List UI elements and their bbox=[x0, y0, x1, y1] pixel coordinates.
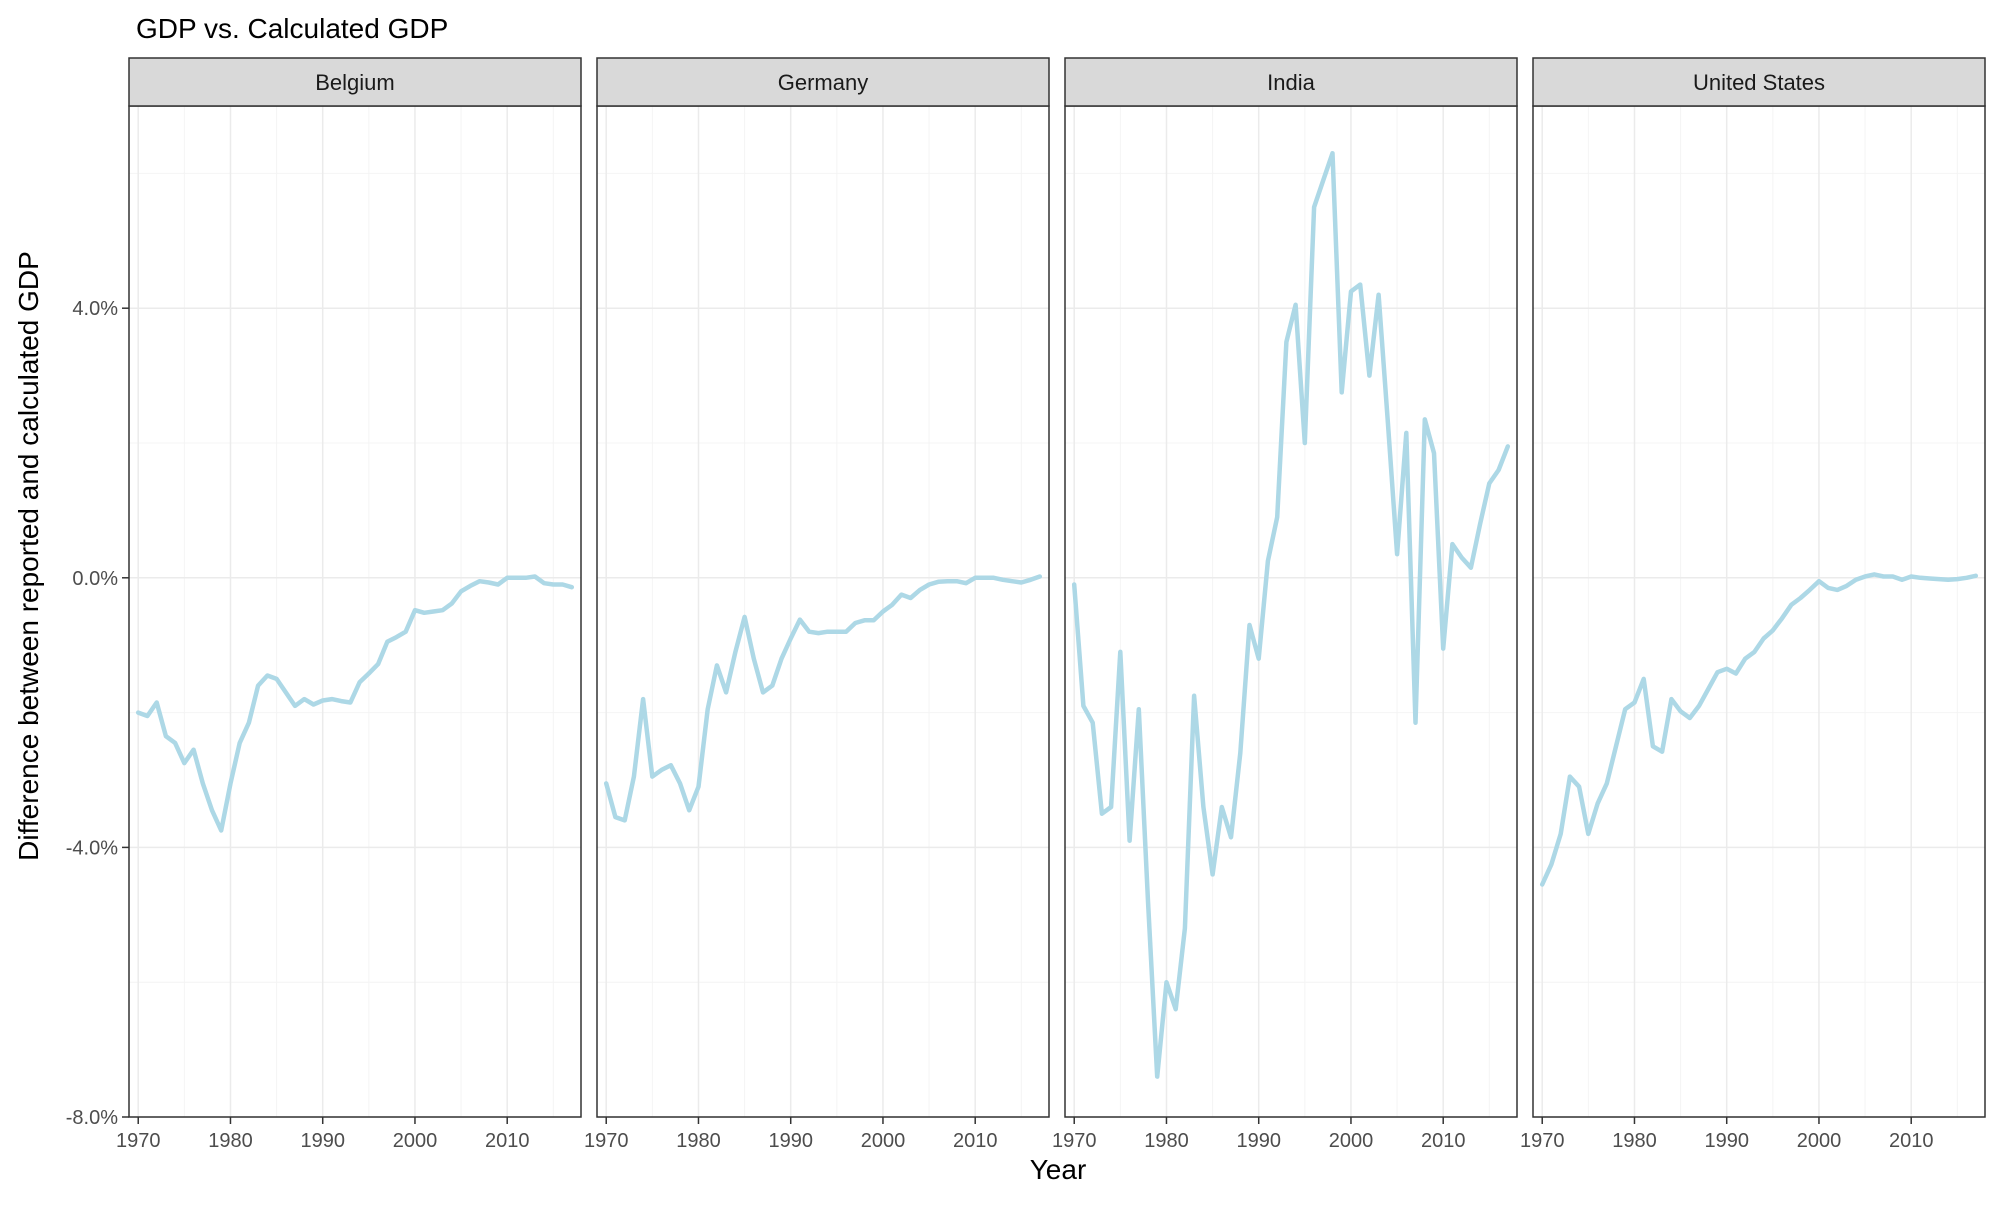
series-line-united-states bbox=[1539, 572, 1979, 887]
chart-title: GDP vs. Calculated GDP bbox=[136, 13, 448, 44]
facet-strip bbox=[596, 57, 1050, 107]
y-tick-label: 0.0% bbox=[72, 568, 118, 590]
y-tick-label: -4.0% bbox=[66, 837, 118, 859]
x-tick-label: 1990 bbox=[1236, 1130, 1281, 1152]
facet-strip-label: Belgium bbox=[315, 70, 394, 95]
facet-panel-india: India 1970 1980 1990 2000 2010 bbox=[1052, 57, 1518, 1152]
facet-strip-label: Germany bbox=[778, 70, 868, 95]
facet-panel-germany: Germany 1970 1980 1990 2000 2010 bbox=[584, 57, 1050, 1152]
x-tick-label: 2010 bbox=[1889, 1130, 1934, 1152]
series-line-germany bbox=[603, 574, 1043, 823]
facet-strip bbox=[128, 57, 582, 107]
facet-strip bbox=[1064, 57, 1518, 107]
y-axis-title: Difference between reported and calculat… bbox=[13, 251, 44, 861]
facet-strip-label: India bbox=[1267, 70, 1315, 95]
y-tick-label: -8.0% bbox=[66, 1107, 118, 1129]
x-tick-label: 1970 bbox=[1520, 1130, 1565, 1152]
x-tick-label: 1990 bbox=[300, 1130, 345, 1152]
series-line-belgium bbox=[135, 574, 575, 833]
x-tick-label: 1970 bbox=[116, 1130, 161, 1152]
x-tick-label: 1980 bbox=[676, 1130, 721, 1152]
series-line-india bbox=[1071, 150, 1511, 1079]
facet-strip-label: United States bbox=[1693, 70, 1825, 95]
panel-border bbox=[1064, 105, 1518, 1118]
x-tick-label: 2000 bbox=[861, 1130, 906, 1152]
panel-border bbox=[596, 105, 1050, 1118]
facet-panels: Belgium 1970 1980 1990 2000 2010 -8.0% -4.0% 0.0… bbox=[66, 57, 1986, 1152]
x-tick-label: 2010 bbox=[485, 1130, 530, 1152]
x-tick-label: 1980 bbox=[1144, 1130, 1189, 1152]
x-tick-label: 1980 bbox=[1612, 1130, 1657, 1152]
facet-panel-united-states: United States 1970 1980 1990 2000 2010 bbox=[1520, 57, 1986, 1152]
x-tick-label: 1970 bbox=[584, 1130, 629, 1152]
x-tick-label: 1990 bbox=[768, 1130, 813, 1152]
panel-border bbox=[128, 105, 582, 1118]
panel-border bbox=[1532, 105, 1986, 1118]
facet-panel-belgium: Belgium 1970 1980 1990 2000 2010 -8.0% -4.0% 0.0… bbox=[66, 57, 582, 1152]
x-axis-title: Year bbox=[1030, 1154, 1087, 1185]
y-tick-label: 4.0% bbox=[72, 298, 118, 320]
x-tick-label: 2000 bbox=[1797, 1130, 1842, 1152]
x-tick-label: 2000 bbox=[393, 1130, 438, 1152]
x-tick-label: 2010 bbox=[1421, 1130, 1466, 1152]
x-tick-label: 2000 bbox=[1329, 1130, 1374, 1152]
x-tick-label: 1980 bbox=[208, 1130, 253, 1152]
x-tick-label: 1990 bbox=[1704, 1130, 1749, 1152]
x-tick-label: 2010 bbox=[953, 1130, 998, 1152]
x-tick-label: 1970 bbox=[1052, 1130, 1097, 1152]
facet-strip bbox=[1532, 57, 1986, 107]
